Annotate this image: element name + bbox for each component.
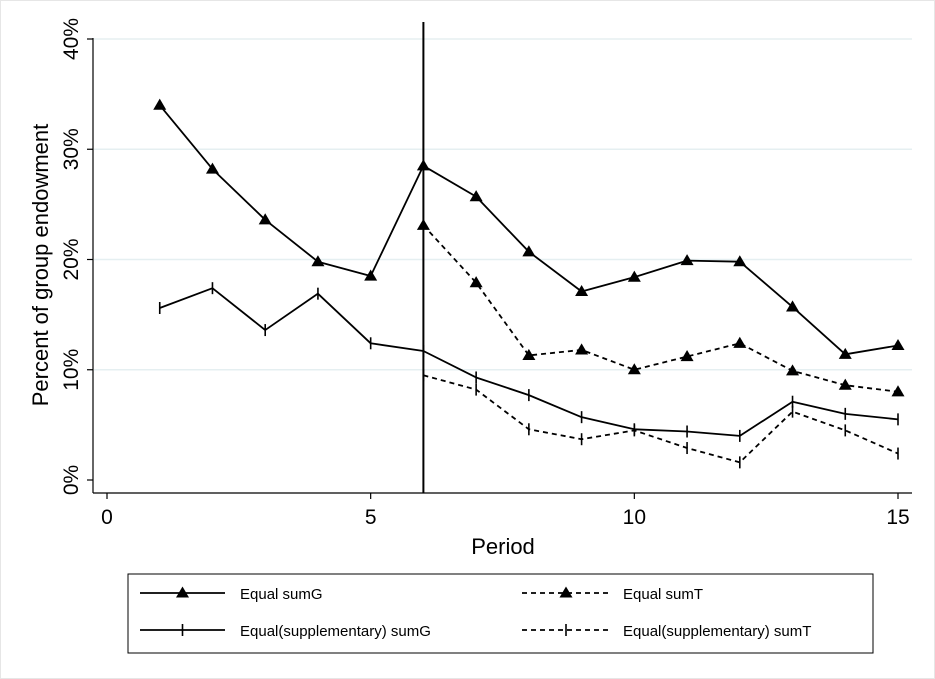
data-point-triangle bbox=[522, 245, 536, 257]
data-point-triangle bbox=[891, 338, 905, 351]
x-tick-label: 10 bbox=[623, 506, 646, 529]
y-tick-label: 30% bbox=[60, 128, 83, 170]
data-point-triangle bbox=[838, 347, 852, 359]
data-point-triangle bbox=[153, 98, 167, 110]
data-point-triangle bbox=[469, 190, 483, 202]
data-point-triangle bbox=[733, 255, 747, 267]
legend-marker-triangle bbox=[176, 586, 189, 598]
y-tick-label: 0% bbox=[60, 465, 83, 495]
y-axis-title: Percent of group endowment bbox=[28, 124, 53, 407]
data-point-triangle bbox=[469, 276, 483, 288]
data-point-triangle bbox=[891, 385, 905, 397]
data-point-triangle bbox=[733, 336, 747, 348]
axes bbox=[92, 38, 912, 494]
x-tick-label: 0 bbox=[101, 506, 113, 529]
data-point-triangle bbox=[258, 213, 272, 225]
series-layer bbox=[153, 98, 905, 469]
series-1 bbox=[153, 98, 905, 359]
legend-label-equal-sumg: Equal sumG bbox=[240, 586, 323, 603]
data-point-triangle bbox=[786, 364, 800, 376]
data-point-triangle bbox=[680, 350, 694, 362]
series-line bbox=[423, 374, 899, 464]
series-line bbox=[422, 224, 899, 393]
x-tick-label: 5 bbox=[365, 506, 377, 529]
y-ticks: 0% 10% 20% 30% 40% bbox=[60, 18, 93, 495]
x-ticks: 0 5 10 15 bbox=[101, 493, 910, 529]
x-axis-title: Period bbox=[471, 534, 535, 559]
y-tick-label: 20% bbox=[60, 238, 83, 280]
legend-label-equal-supp-sumt: Equal(supplementary) sumT bbox=[623, 623, 811, 640]
series-4 bbox=[422, 369, 899, 469]
legend-label-equal-sumt: Equal sumT bbox=[623, 586, 703, 603]
data-point-triangle bbox=[522, 348, 536, 360]
legend: Equal sumG Equal sumT Equal(supplementar… bbox=[127, 573, 874, 654]
data-point-triangle bbox=[838, 378, 852, 390]
data-point-triangle bbox=[786, 300, 800, 312]
legend-label-equal-supp-sumg: Equal(supplementary) sumG bbox=[240, 623, 431, 640]
series-2 bbox=[416, 218, 905, 397]
data-point-triangle bbox=[311, 255, 325, 267]
y-tick-label: 10% bbox=[60, 349, 83, 391]
legend-box bbox=[127, 573, 874, 654]
y-tick-label: 40% bbox=[60, 18, 83, 60]
gridlines bbox=[94, 38, 912, 371]
data-point-triangle bbox=[575, 284, 589, 297]
data-point-triangle bbox=[416, 218, 430, 230]
data-point-triangle bbox=[205, 162, 219, 174]
data-point-triangle bbox=[575, 343, 589, 355]
data-point-triangle bbox=[416, 159, 430, 171]
legend-marker-triangle bbox=[559, 586, 573, 598]
data-point-triangle bbox=[364, 269, 378, 281]
series-3 bbox=[158, 282, 899, 442]
data-point-triangle bbox=[680, 254, 694, 266]
data-point-triangle bbox=[627, 270, 641, 282]
data-point-triangle bbox=[627, 363, 641, 375]
x-tick-label: 15 bbox=[886, 506, 909, 529]
